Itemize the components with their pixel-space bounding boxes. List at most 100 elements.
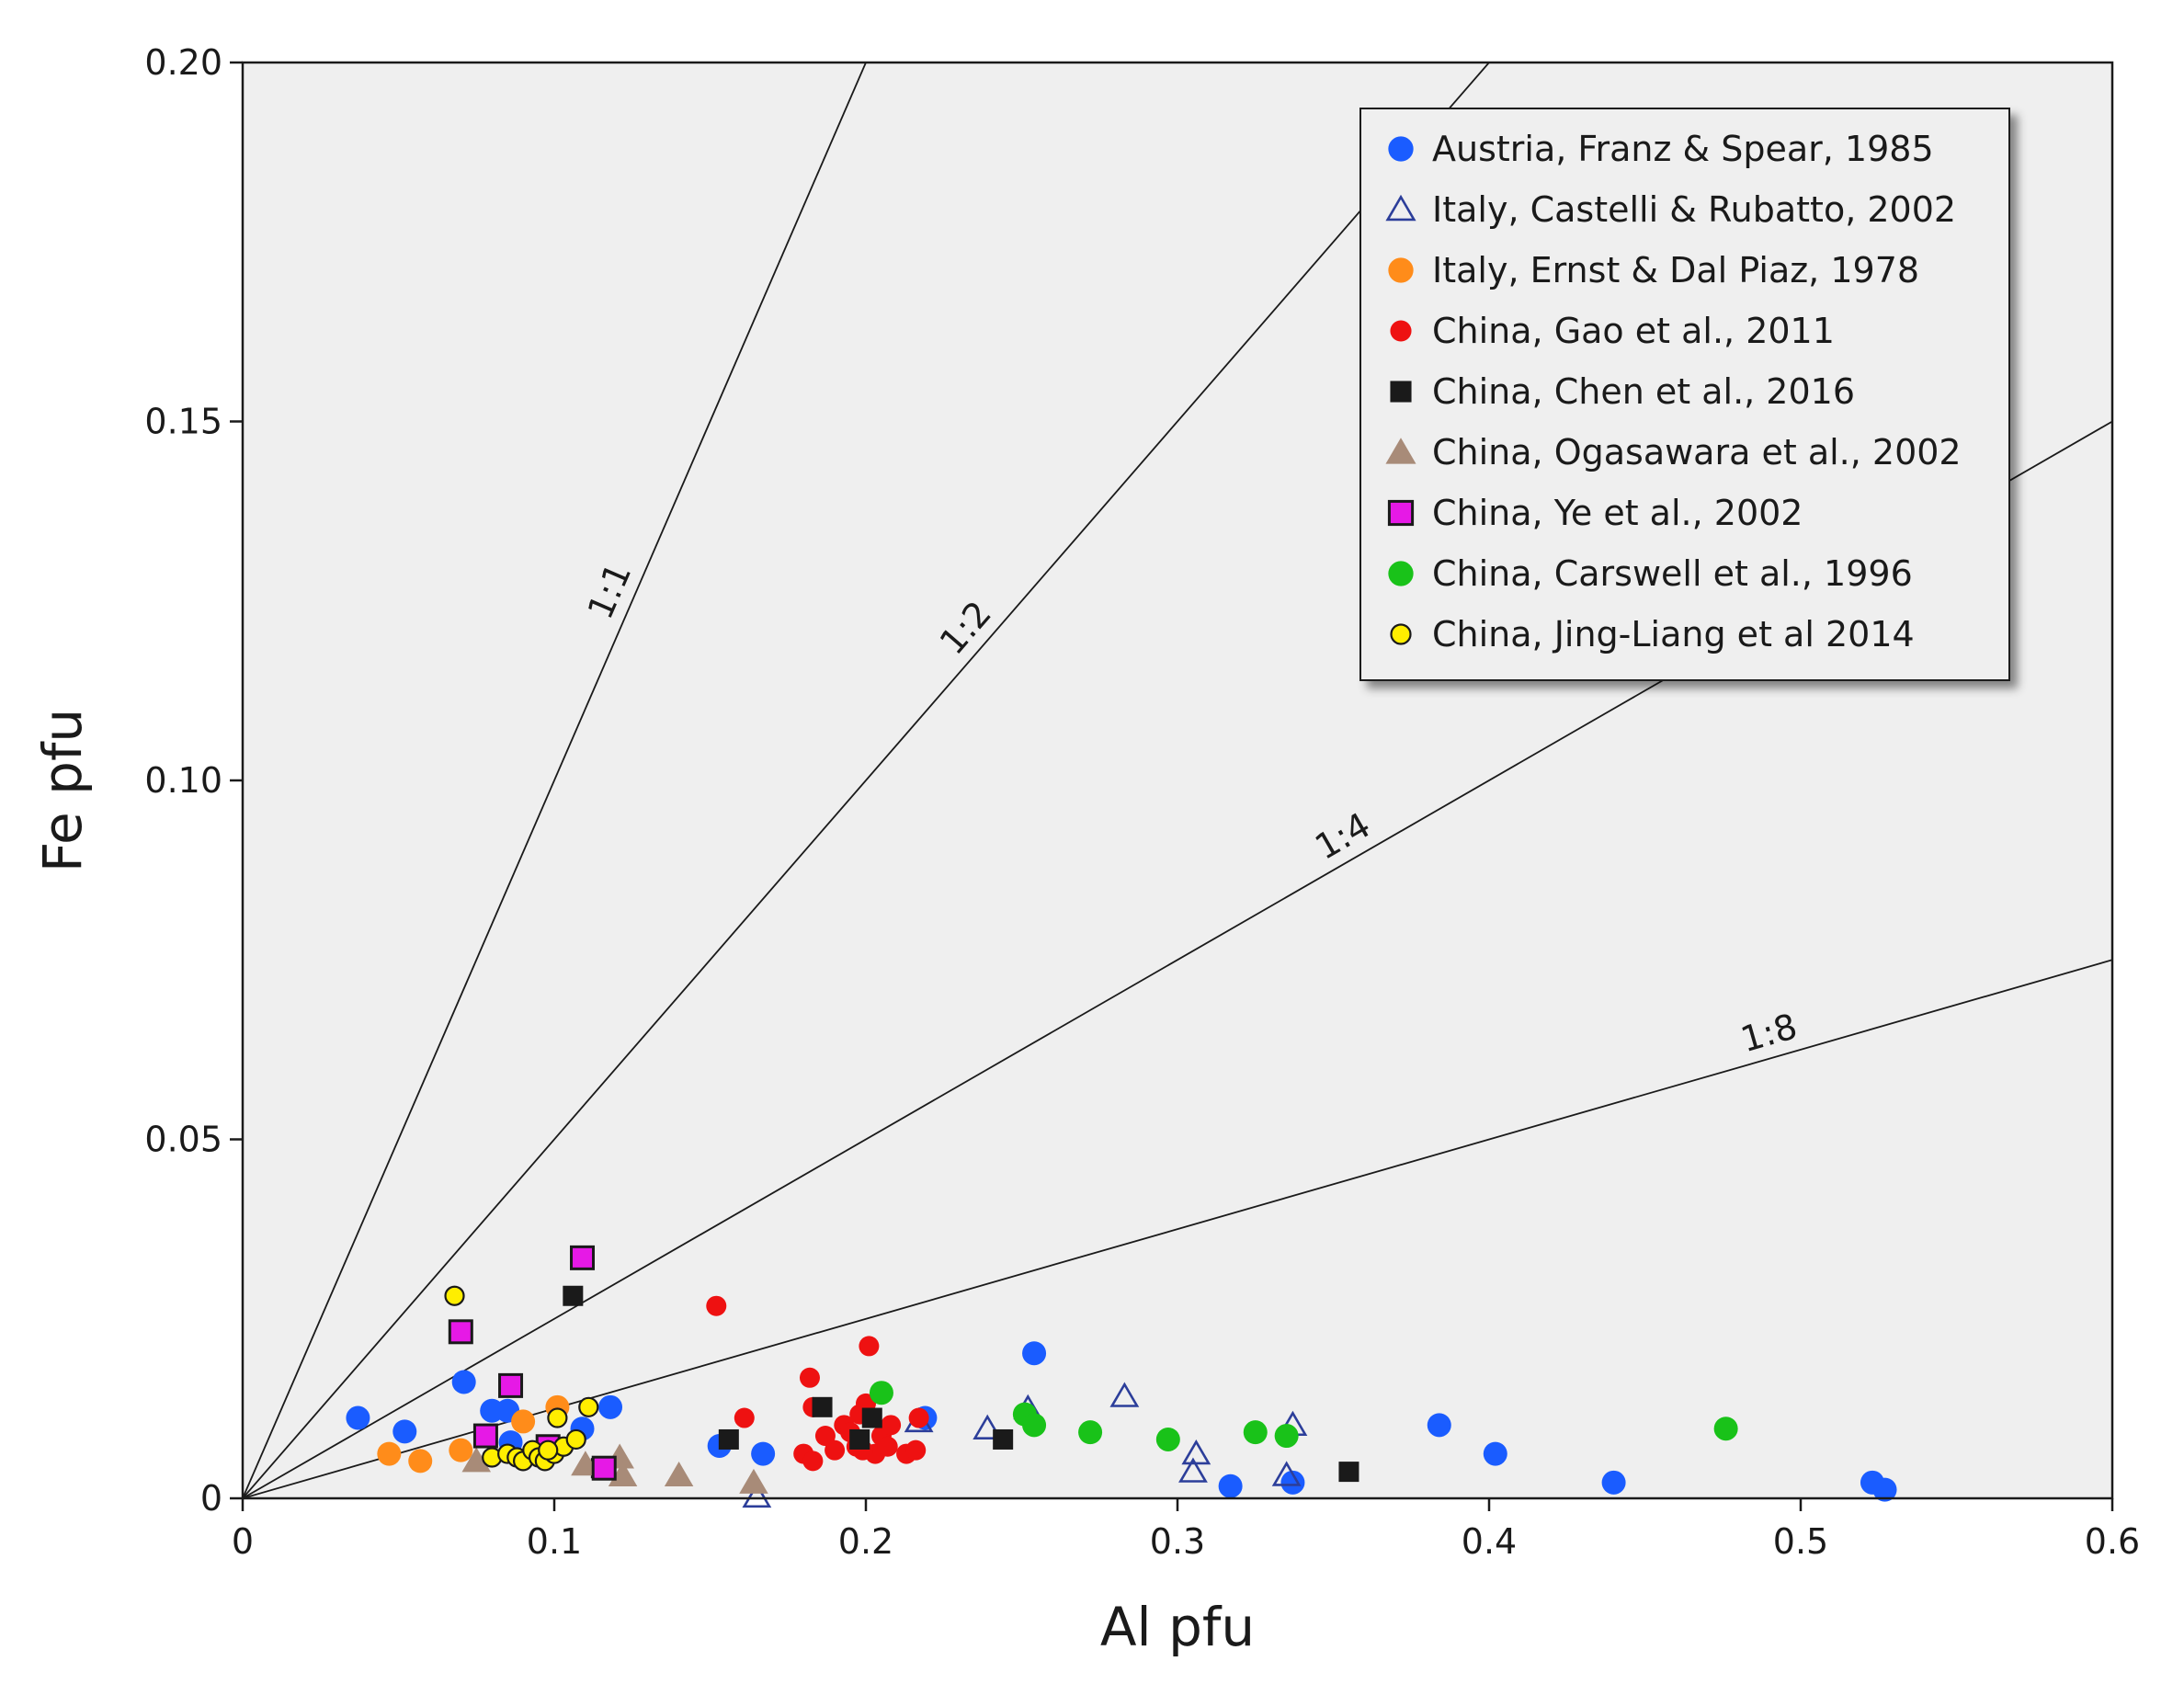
- data-point: [1271, 1461, 1302, 1486]
- legend-label: China, Ye et al., 2002: [1432, 493, 1803, 533]
- series-2: [377, 1394, 570, 1474]
- data-point: [1280, 1470, 1305, 1495]
- legend-marker: [1385, 438, 1416, 464]
- legend-marker: [1388, 257, 1414, 283]
- x-tick-label: 0: [232, 1521, 254, 1562]
- x-axis-title: Al pfu: [1100, 1596, 1255, 1658]
- series-8: [444, 1285, 599, 1472]
- legend-box: [1359, 108, 2010, 681]
- data-point: [511, 1409, 536, 1434]
- data-point: [825, 1439, 846, 1461]
- data-point: [993, 1428, 1014, 1450]
- legend-marker: [1388, 136, 1414, 162]
- data-point: [1338, 1462, 1359, 1483]
- legend-label: Italy, Castelli & Rubatto, 2002: [1432, 189, 1956, 230]
- y-tick-label: 0.10: [144, 760, 222, 801]
- data-point: [881, 1415, 902, 1436]
- legend-item: China, Carswell et al., 1996: [1388, 553, 1913, 594]
- data-point: [408, 1449, 433, 1474]
- data-point: [869, 1381, 893, 1405]
- y-tick-label: 0.05: [144, 1120, 222, 1160]
- x-axis: 0 0.1 0.2 0.3 0.4 0.5 0.6: [232, 1498, 2140, 1562]
- data-point: [448, 1319, 473, 1345]
- data-point: [451, 1370, 476, 1394]
- data-point: [570, 1245, 596, 1270]
- data-point: [812, 1396, 833, 1417]
- legend-label: China, Chen et al., 2016: [1432, 371, 1855, 412]
- legend-item: Austria, Franz & Spear, 1985: [1388, 129, 1934, 169]
- data-point: [802, 1451, 824, 1472]
- data-point: [461, 1447, 491, 1473]
- data-point: [1713, 1417, 1738, 1441]
- data-point: [1218, 1474, 1243, 1498]
- data-point: [908, 1407, 929, 1428]
- data-point: [1243, 1420, 1268, 1445]
- data-point: [1178, 1457, 1208, 1483]
- data-point: [799, 1367, 820, 1388]
- data-point: [1109, 1382, 1140, 1407]
- y-axis: 0 0.05 0.10 0.15 0.20: [144, 42, 243, 1519]
- data-point: [1872, 1477, 1897, 1502]
- x-tick-label: 0.5: [1773, 1521, 1828, 1562]
- data-point: [734, 1407, 755, 1428]
- data-point: [591, 1455, 617, 1481]
- data-point: [742, 1482, 772, 1508]
- legend-item: Italy, Ernst & Dal Piaz, 1978: [1388, 250, 1919, 290]
- ratio-line-1-2: [243, 63, 1490, 1498]
- data-point: [1427, 1413, 1451, 1438]
- data-point: [706, 1295, 727, 1316]
- y-tick-label: 0.20: [144, 42, 222, 83]
- data-point: [498, 1372, 524, 1398]
- x-tick-label: 0.4: [1462, 1521, 1517, 1562]
- data-point: [664, 1462, 694, 1487]
- data-point: [377, 1441, 402, 1466]
- x-tick-label: 0.2: [838, 1521, 893, 1562]
- data-point: [1601, 1470, 1626, 1495]
- data-point: [1483, 1441, 1507, 1466]
- y-axis-title: Fe pfu: [31, 709, 94, 872]
- legend-item: China, Chen et al., 2016: [1390, 371, 1855, 412]
- data-point: [547, 1407, 568, 1428]
- legend-marker: [1390, 623, 1412, 645]
- data-point: [578, 1396, 599, 1417]
- legend-label: China, Gao et al., 2011: [1432, 311, 1835, 351]
- legend-label: Italy, Ernst & Dal Piaz, 1978: [1432, 250, 1919, 290]
- data-point: [718, 1428, 739, 1450]
- data-point: [565, 1428, 586, 1451]
- data-point: [1022, 1341, 1047, 1366]
- data-point: [814, 1426, 836, 1447]
- data-point: [861, 1407, 882, 1428]
- y-tick-label: 0: [200, 1478, 222, 1519]
- data-point: [346, 1405, 370, 1430]
- data-point: [563, 1285, 584, 1306]
- data-points: [346, 1245, 1897, 1508]
- legend-item: China, Ogasawara et al., 2002: [1385, 432, 1962, 472]
- data-point: [859, 1336, 880, 1357]
- data-point: [877, 1436, 898, 1457]
- legend-marker: [1387, 499, 1415, 527]
- data-point: [739, 1468, 768, 1494]
- legend-label: China, Ogasawara et al., 2002: [1432, 432, 1962, 472]
- legend-label: Austria, Franz & Spear, 1985: [1432, 129, 1934, 169]
- ratio-line-1-1: [243, 63, 867, 1498]
- data-point: [1274, 1424, 1299, 1449]
- legend-marker: [1385, 194, 1416, 222]
- legend-marker: [1390, 320, 1412, 342]
- legend-item: China, Jing-Liang et al 2014: [1390, 614, 1915, 654]
- x-tick-label: 0.1: [527, 1521, 582, 1562]
- data-point: [1181, 1439, 1211, 1465]
- data-point: [1155, 1427, 1180, 1451]
- legend-label: China, Carswell et al., 1996: [1432, 553, 1913, 594]
- x-tick-label: 0.3: [1150, 1521, 1205, 1562]
- legend-marker: [1390, 381, 1412, 403]
- legend-label: China, Jing-Liang et al 2014: [1432, 614, 1915, 654]
- data-point: [444, 1285, 465, 1306]
- data-point: [1022, 1413, 1047, 1438]
- legend-item: China, Gao et al., 2011: [1390, 311, 1835, 351]
- legend-marker: [1388, 561, 1414, 586]
- y-tick-label: 0.15: [144, 402, 222, 442]
- legend-item: China, Ye et al., 2002: [1387, 493, 1803, 533]
- data-point: [598, 1394, 623, 1419]
- data-point: [973, 1414, 1003, 1439]
